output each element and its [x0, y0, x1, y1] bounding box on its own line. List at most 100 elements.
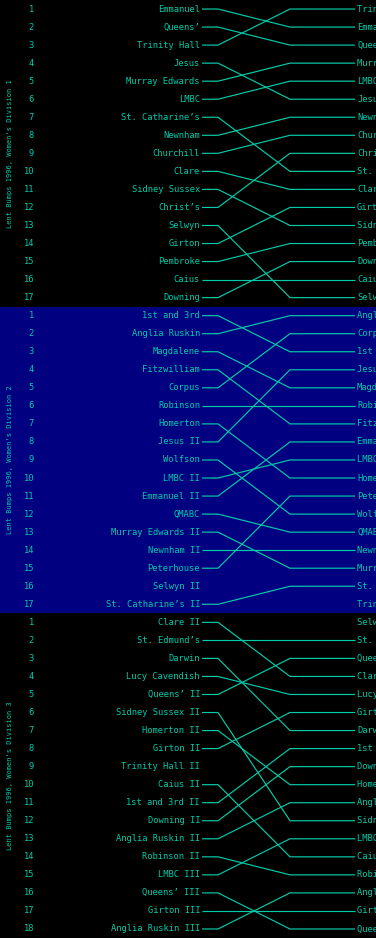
Text: 4: 4	[29, 59, 34, 68]
Text: 14: 14	[23, 546, 34, 554]
Text: Robinson: Robinson	[158, 401, 200, 410]
Text: 7: 7	[29, 726, 34, 735]
Text: 16: 16	[23, 582, 34, 591]
Text: Caius II: Caius II	[158, 780, 200, 789]
Text: Girton: Girton	[168, 239, 200, 248]
Text: St. Edmund’s: St. Edmund’s	[357, 636, 376, 644]
Text: 12: 12	[23, 203, 34, 212]
Text: 10: 10	[23, 474, 34, 482]
Text: 15: 15	[23, 564, 34, 573]
Text: LMBC II: LMBC II	[357, 456, 376, 464]
Text: Sidney Sussex: Sidney Sussex	[357, 221, 376, 230]
Text: Magdalene: Magdalene	[357, 384, 376, 392]
Text: Girton II: Girton II	[357, 708, 376, 717]
Text: 14: 14	[23, 853, 34, 861]
Text: Trinity Hall II: Trinity Hall II	[121, 763, 200, 771]
Text: Anglia Ruskin III: Anglia Ruskin III	[111, 925, 200, 933]
Text: Darwin: Darwin	[357, 726, 376, 735]
Text: Trinity Hall: Trinity Hall	[357, 5, 376, 13]
Text: Wolfson: Wolfson	[357, 509, 376, 519]
Text: Girton: Girton	[357, 203, 376, 212]
Text: Lucy Cavendish: Lucy Cavendish	[126, 672, 200, 681]
Text: 17: 17	[23, 599, 34, 609]
Text: 16: 16	[23, 888, 34, 898]
Text: Robinson II: Robinson II	[142, 853, 200, 861]
Text: Caius II: Caius II	[357, 853, 376, 861]
Text: 12: 12	[23, 509, 34, 519]
Text: St. Edmund’s: St. Edmund’s	[137, 636, 200, 644]
Text: 9: 9	[29, 763, 34, 771]
Text: Jesus: Jesus	[174, 59, 200, 68]
Text: St. Catharine’s: St. Catharine’s	[357, 167, 376, 175]
Text: Sidney Sussex II: Sidney Sussex II	[116, 708, 200, 717]
Text: Murray Edwards: Murray Edwards	[126, 77, 200, 85]
Text: Peterhouse: Peterhouse	[357, 492, 376, 501]
Text: Selwyn II: Selwyn II	[153, 582, 200, 591]
Text: 6: 6	[29, 708, 34, 717]
Text: Lent Bumps 1996, Women's Division 2: Lent Bumps 1996, Women's Division 2	[7, 386, 13, 535]
Text: 13: 13	[23, 528, 34, 537]
Text: 8: 8	[29, 130, 34, 140]
Bar	[0, 613, 376, 938]
Text: 12: 12	[23, 816, 34, 825]
Text: Sidney Sussex: Sidney Sussex	[132, 185, 200, 194]
Text: Trinity Hall II: Trinity Hall II	[357, 599, 376, 609]
Text: Lent Bumps 1996, Women's Division 3: Lent Bumps 1996, Women's Division 3	[7, 702, 13, 850]
Text: 13: 13	[23, 221, 34, 230]
Text: Lent Bumps 1996, Women's Division 1: Lent Bumps 1996, Women's Division 1	[7, 79, 13, 228]
Text: Jesus II: Jesus II	[357, 365, 376, 374]
Text: Clare: Clare	[357, 185, 376, 194]
Text: Anglia Ruskin: Anglia Ruskin	[132, 329, 200, 339]
Text: Newnham: Newnham	[163, 130, 200, 140]
Text: 2: 2	[29, 329, 34, 339]
Text: Churchill: Churchill	[357, 130, 376, 140]
Text: Clare II: Clare II	[357, 672, 376, 681]
Text: 1: 1	[29, 618, 34, 627]
Text: Christ’s: Christ’s	[158, 203, 200, 212]
Text: 6: 6	[29, 401, 34, 410]
Text: Lucy Cavendish: Lucy Cavendish	[357, 690, 376, 699]
Text: Murray Edwards: Murray Edwards	[357, 59, 376, 68]
Text: 15: 15	[23, 257, 34, 266]
Text: 1: 1	[29, 5, 34, 13]
Text: Homerton II: Homerton II	[142, 726, 200, 735]
Text: Peterhouse: Peterhouse	[147, 564, 200, 573]
Text: Queens’ II: Queens’ II	[357, 654, 376, 663]
Text: Wolfson: Wolfson	[163, 456, 200, 464]
Text: LMBC: LMBC	[179, 95, 200, 104]
Text: Queens’ III: Queens’ III	[357, 925, 376, 933]
Text: 2: 2	[29, 23, 34, 32]
Text: 1: 1	[29, 311, 34, 320]
Text: 11: 11	[23, 185, 34, 194]
Bar	[0, 0, 376, 307]
Text: Selwyn II: Selwyn II	[357, 618, 376, 627]
Text: 1st and 3rd: 1st and 3rd	[142, 311, 200, 320]
Text: LMBC: LMBC	[357, 77, 376, 85]
Text: Murray Edwards II: Murray Edwards II	[357, 564, 376, 573]
Text: Anglia Ruskin: Anglia Ruskin	[357, 311, 376, 320]
Text: Sidney Sussex II: Sidney Sussex II	[357, 816, 376, 825]
Text: 18: 18	[23, 925, 34, 933]
Text: 8: 8	[29, 437, 34, 446]
Text: Jesus: Jesus	[357, 95, 376, 104]
Text: 2: 2	[29, 636, 34, 644]
Text: Emmanuel II: Emmanuel II	[357, 437, 376, 446]
Text: Murray Edwards II: Murray Edwards II	[111, 528, 200, 537]
Text: Caius: Caius	[357, 275, 376, 284]
Text: Newnham II: Newnham II	[147, 546, 200, 554]
Text: Robinson: Robinson	[357, 401, 376, 410]
Text: Clare: Clare	[174, 167, 200, 175]
Text: 1st and 3rd II: 1st and 3rd II	[126, 798, 200, 808]
Text: 1st and 3rd: 1st and 3rd	[357, 347, 376, 356]
Text: Corpus: Corpus	[168, 384, 200, 392]
Text: 16: 16	[23, 275, 34, 284]
Text: Corpus: Corpus	[357, 329, 376, 339]
Text: Jesus II: Jesus II	[158, 437, 200, 446]
Text: Queens’: Queens’	[357, 40, 376, 50]
Text: Darwin: Darwin	[168, 654, 200, 663]
Text: 9: 9	[29, 149, 34, 158]
Text: 4: 4	[29, 672, 34, 681]
Text: 3: 3	[29, 347, 34, 356]
Text: 17: 17	[23, 906, 34, 915]
Text: Trinity Hall: Trinity Hall	[137, 40, 200, 50]
